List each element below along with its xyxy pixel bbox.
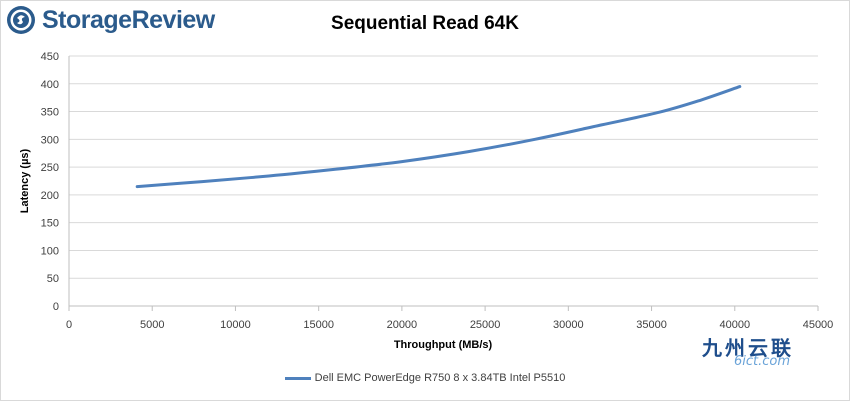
logo-text: StorageReview (42, 5, 215, 34)
axes (68, 56, 819, 311)
storagereview-logo-icon (7, 6, 35, 34)
x-tick-label: 20000 (387, 319, 418, 331)
y-tick-label: 50 (47, 273, 59, 285)
y-tick-label: 200 (41, 190, 59, 202)
y-tick-label: 400 (41, 79, 59, 91)
series-line (135, 85, 742, 189)
gridlines (69, 55, 818, 279)
chart-title: Sequential Read 64K (331, 13, 519, 34)
y-tick-label: 150 (41, 218, 59, 230)
x-tick-label: 35000 (636, 319, 667, 331)
y-tick-label: 350 (41, 107, 59, 119)
x-tick-label: 0 (66, 319, 72, 331)
legend-label: Dell EMC PowerEdge R750 8 x 3.84TB Intel… (314, 372, 566, 384)
y-tick-label: 300 (41, 134, 59, 146)
legend: Dell EMC PowerEdge R750 8 x 3.84TB Intel… (0, 372, 850, 384)
x-tick-labels: 0 5000 10000 15000 20000 25000 30000 35000 40000… (66, 319, 833, 331)
y-tick-labels: 0 50 100 150 200 250 300 350 400 450 (41, 51, 59, 313)
x-tick-label: 15000 (303, 319, 334, 331)
watermark: 九州云联 6ict.com (700, 332, 800, 370)
x-tick-label: 10000 (220, 319, 251, 331)
x-tick-label: 25000 (470, 319, 501, 331)
series-layer (135, 85, 742, 189)
x-tick-label: 45000 (803, 319, 834, 331)
storagereview-logo: StorageReview (6, 5, 215, 35)
x-tick-label: 30000 (553, 319, 584, 331)
legend-swatch (284, 376, 311, 380)
x-tick-label: 40000 (719, 319, 750, 331)
watermark-en-text: 6ict.com (734, 354, 791, 369)
x-tick-label: 5000 (140, 319, 164, 331)
y-tick-label: 250 (41, 162, 59, 174)
y-tick-label: 0 (53, 301, 59, 313)
y-axis-title: Latency (µs) (19, 148, 31, 213)
x-axis-title: Throughput (MB/s) (394, 339, 493, 351)
y-tick-label: 100 (41, 245, 59, 257)
y-tick-label: 450 (41, 51, 59, 63)
watermark-cn-text: 九州云联 (702, 336, 794, 360)
